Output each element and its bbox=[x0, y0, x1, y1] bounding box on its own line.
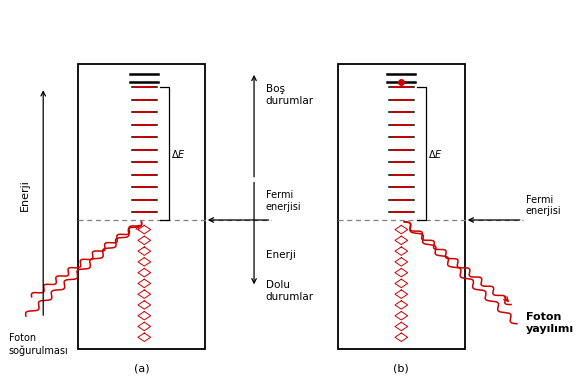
Bar bbox=[338, 64, 465, 349]
Text: Dolu
durumlar: Dolu durumlar bbox=[266, 280, 314, 302]
Text: Foton
yayılımı: Foton yayılımı bbox=[526, 312, 574, 334]
Text: Foton
soğurulması: Foton soğurulması bbox=[9, 333, 68, 356]
Text: Enerji: Enerji bbox=[266, 250, 295, 260]
Text: Fermi
enerjisi: Fermi enerjisi bbox=[526, 195, 561, 216]
Text: (a): (a) bbox=[133, 364, 149, 374]
Text: Boş
durumlar: Boş durumlar bbox=[266, 84, 314, 106]
Text: Enerji: Enerji bbox=[20, 179, 30, 211]
Bar bbox=[78, 64, 205, 349]
Text: Fermi
enerjisi: Fermi enerjisi bbox=[266, 190, 301, 211]
Text: $\Delta E$: $\Delta E$ bbox=[429, 148, 443, 160]
Text: $\Delta E$: $\Delta E$ bbox=[172, 148, 186, 160]
Text: (b): (b) bbox=[393, 364, 409, 374]
